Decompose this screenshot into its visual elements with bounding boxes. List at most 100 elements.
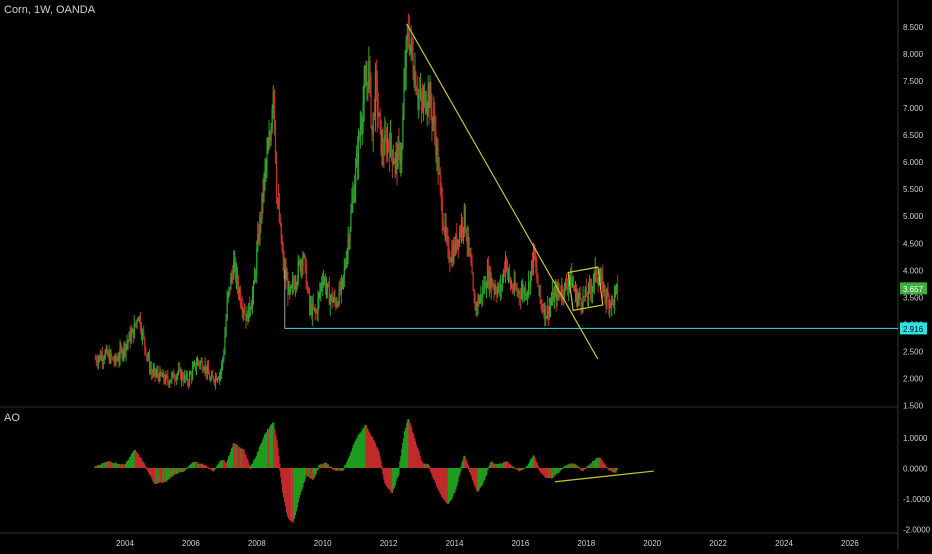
drawings[interactable] <box>284 23 898 483</box>
candle-body <box>205 365 207 374</box>
candle-body <box>432 118 434 123</box>
candle-body <box>415 74 417 93</box>
candle-body <box>256 248 258 274</box>
candle-body <box>214 380 216 383</box>
candle-body <box>445 222 447 235</box>
candle-body <box>178 369 180 373</box>
candle-body <box>578 293 580 297</box>
candle-body <box>276 198 279 200</box>
candle-body <box>595 267 597 277</box>
candle-body <box>435 129 437 156</box>
candle-body <box>518 290 520 296</box>
candle-body <box>538 285 540 287</box>
candle-body <box>187 382 190 384</box>
candle-body <box>367 81 369 89</box>
candle-body <box>172 372 174 375</box>
candle-body <box>131 329 133 334</box>
price-series[interactable] <box>94 13 619 390</box>
candle-body <box>436 146 438 156</box>
candle-body <box>313 307 315 309</box>
candle-body <box>268 138 270 149</box>
candle-body <box>448 245 450 260</box>
candle-body <box>565 282 568 288</box>
candle-body <box>388 140 390 144</box>
candle-body <box>121 348 123 357</box>
candle-body <box>429 89 431 109</box>
candle-body <box>358 135 361 137</box>
ao-tick-label: -1.0000 <box>903 495 931 504</box>
candle-body <box>489 270 491 289</box>
candle-body <box>531 260 533 272</box>
candle-body <box>130 333 132 342</box>
ao-bar <box>186 468 189 469</box>
candle-body <box>459 230 461 244</box>
candle-body <box>562 287 564 296</box>
candle-body <box>375 71 377 83</box>
ao-bar <box>536 466 540 468</box>
candle-body <box>355 153 358 167</box>
candle-body <box>381 143 383 153</box>
candle-body <box>466 238 468 244</box>
candle-body <box>438 172 440 174</box>
candle-body <box>385 134 387 139</box>
price-tick-label: 4.000 <box>903 266 924 275</box>
candle-body <box>365 81 367 86</box>
candle-body <box>551 292 554 302</box>
candle-body <box>193 362 196 366</box>
candle-body <box>180 369 182 380</box>
candle-body <box>257 233 259 249</box>
candle-body <box>159 370 161 381</box>
candle-body <box>442 222 444 230</box>
candle-body <box>563 295 565 297</box>
candle-body <box>148 356 151 370</box>
candle-body <box>277 199 280 203</box>
ao-bar <box>397 468 400 475</box>
candle-body <box>337 303 339 305</box>
candle-body <box>338 286 340 305</box>
candle-body <box>543 309 545 317</box>
candle-body <box>179 369 181 370</box>
ao-bar <box>535 463 538 468</box>
candle-body <box>439 172 441 186</box>
candle-body <box>320 284 322 292</box>
candle-body <box>460 230 462 234</box>
candle-body <box>162 372 164 378</box>
candle-body <box>186 374 188 379</box>
candle-body <box>173 372 175 379</box>
candle-body <box>430 89 432 109</box>
candle-body <box>154 368 156 375</box>
candle-body <box>349 228 351 243</box>
candle-body <box>306 288 308 290</box>
candle-body <box>509 278 512 288</box>
candle-body <box>210 379 212 381</box>
candle-body <box>416 92 418 95</box>
last-price-badge <box>900 282 927 295</box>
candle-body <box>282 250 284 259</box>
candle-body <box>598 280 600 285</box>
candle-body <box>490 278 492 289</box>
candle-body <box>530 271 532 288</box>
candle-body <box>536 266 538 279</box>
candle-body <box>303 255 305 257</box>
candle-body <box>307 288 310 292</box>
candle-body <box>99 354 101 360</box>
candle-body <box>146 354 148 356</box>
candle-body <box>286 279 288 281</box>
candle-body <box>269 138 271 141</box>
candle-body <box>153 368 155 371</box>
candle-body <box>571 270 573 288</box>
price-tick-label: 2.500 <box>903 347 924 356</box>
price-tick-label: 5.500 <box>903 185 924 194</box>
candle-body <box>262 192 264 198</box>
candle-body <box>418 93 420 99</box>
ao-bar <box>329 466 333 468</box>
candle-body <box>560 295 562 297</box>
candle-body <box>519 295 521 298</box>
candle-body <box>532 245 535 268</box>
candle-body <box>319 291 321 294</box>
candle-body <box>116 359 118 361</box>
candle-body <box>295 284 297 285</box>
candle-body <box>156 372 158 374</box>
